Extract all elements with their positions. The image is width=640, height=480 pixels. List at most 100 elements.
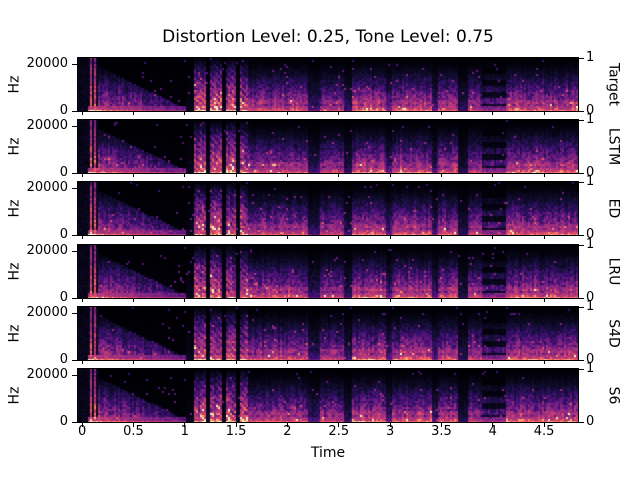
x-tick-mark bbox=[543, 361, 545, 364]
spectrogram-canvas-s6 bbox=[78, 369, 578, 422]
x-tick-mark bbox=[132, 361, 134, 364]
y-tick-mark bbox=[72, 172, 77, 174]
x-tick-mark bbox=[184, 423, 186, 427]
y-tick-label: 20000 bbox=[26, 305, 68, 321]
right-tick-mark bbox=[579, 244, 584, 246]
x-tick-mark bbox=[235, 236, 237, 239]
right-tick-mark bbox=[579, 181, 584, 183]
x-tick-mark bbox=[543, 423, 545, 427]
y-tick-label: 0 bbox=[59, 103, 68, 118]
x-tick-mark bbox=[184, 361, 186, 364]
x-tick-mark bbox=[235, 299, 237, 302]
y-tick-label: 20000 bbox=[26, 180, 68, 196]
right-tick-mark bbox=[579, 57, 584, 59]
y-tick-label: 0 bbox=[59, 352, 68, 367]
x-tick-mark bbox=[338, 236, 340, 239]
x-tick-mark bbox=[132, 174, 134, 177]
spectrogram-canvas-lstm bbox=[78, 120, 578, 173]
x-tick-mark bbox=[338, 174, 340, 177]
y-axis-label: Hz bbox=[6, 262, 23, 280]
x-tick-mark bbox=[543, 174, 545, 177]
x-tick-mark bbox=[235, 112, 237, 115]
y-tick-mark bbox=[72, 297, 77, 299]
x-tick-mark bbox=[132, 423, 134, 427]
x-tick-label: 2.5 bbox=[328, 424, 350, 439]
panel-label-target: Target bbox=[605, 62, 622, 106]
right-tick-label: 1 bbox=[586, 174, 595, 189]
x-tick-mark bbox=[492, 112, 494, 115]
x-tick-mark bbox=[440, 174, 442, 177]
right-tick-mark bbox=[579, 421, 584, 423]
spectrogram-panel-lstm bbox=[77, 119, 579, 174]
spectrogram-panel-lru bbox=[77, 244, 579, 299]
right-tick-label: 1 bbox=[586, 299, 595, 314]
x-tick-mark bbox=[492, 236, 494, 239]
x-tick-mark bbox=[286, 361, 288, 364]
x-tick-label: 3.5 bbox=[431, 424, 452, 439]
right-tick-mark bbox=[579, 119, 584, 121]
x-tick-label: 2 bbox=[283, 424, 292, 439]
right-tick-label: 1 bbox=[586, 237, 595, 252]
spectrogram-canvas-target bbox=[78, 58, 578, 111]
x-tick-mark bbox=[492, 299, 494, 302]
x-tick-mark bbox=[338, 423, 340, 427]
x-tick-mark bbox=[440, 299, 442, 302]
x-tick-mark bbox=[81, 236, 83, 239]
x-tick-mark bbox=[389, 361, 391, 364]
y-tick-mark bbox=[72, 187, 77, 189]
right-tick-label: 0 bbox=[586, 165, 595, 180]
right-tick-label: 0 bbox=[586, 352, 595, 367]
x-tick-mark bbox=[440, 112, 442, 115]
x-tick-mark bbox=[286, 112, 288, 115]
x-tick-mark bbox=[389, 112, 391, 115]
y-axis-label: Hz bbox=[6, 386, 23, 404]
y-tick-mark bbox=[72, 234, 77, 236]
x-tick-mark bbox=[235, 361, 237, 364]
x-tick-label: 1 bbox=[180, 424, 189, 439]
y-axis-label: Hz bbox=[6, 199, 23, 217]
x-tick-mark bbox=[440, 236, 442, 239]
right-tick-mark bbox=[579, 110, 584, 112]
right-tick-mark bbox=[579, 172, 584, 174]
x-tick-mark bbox=[492, 423, 494, 427]
y-tick-mark bbox=[72, 312, 77, 314]
right-tick-label: 1 bbox=[586, 361, 595, 376]
right-tick-mark bbox=[579, 234, 584, 236]
x-tick-mark bbox=[543, 299, 545, 302]
panel-label-lru: LRU bbox=[605, 257, 622, 285]
spectrogram-panel-ed bbox=[77, 181, 579, 236]
x-tick-mark bbox=[543, 112, 545, 115]
spectrogram-canvas-ed bbox=[78, 182, 578, 235]
right-tick-label: 0 bbox=[586, 414, 595, 429]
right-tick-mark bbox=[579, 368, 584, 370]
y-tick-label: 20000 bbox=[26, 243, 68, 259]
x-tick-mark bbox=[440, 423, 442, 427]
x-tick-label: 0 bbox=[77, 424, 87, 439]
x-tick-mark bbox=[389, 299, 391, 302]
spectrogram-panel-s4d bbox=[77, 306, 579, 361]
x-tick-mark bbox=[81, 174, 83, 177]
right-tick-label: 1 bbox=[586, 112, 595, 127]
y-tick-mark bbox=[72, 63, 77, 65]
y-tick-mark bbox=[72, 110, 77, 112]
x-tick-label: 3 bbox=[385, 424, 395, 439]
x-tick-mark bbox=[286, 423, 288, 427]
panel-label-s4d: S4D bbox=[605, 318, 622, 348]
spectrogram-canvas-lru bbox=[78, 245, 578, 298]
x-axis-label: Time bbox=[310, 445, 346, 461]
x-tick-mark bbox=[440, 361, 442, 364]
y-tick-label: 0 bbox=[59, 227, 68, 242]
x-tick-mark bbox=[81, 361, 83, 364]
x-tick-mark bbox=[286, 236, 288, 239]
x-tick-mark bbox=[184, 112, 186, 115]
y-tick-label: 0 bbox=[59, 414, 68, 429]
x-tick-mark bbox=[81, 299, 83, 302]
x-tick-label: 4.5 bbox=[533, 424, 555, 439]
right-tick-label: 0 bbox=[586, 227, 595, 242]
x-tick-mark bbox=[286, 299, 288, 302]
x-tick-mark bbox=[338, 112, 340, 115]
x-tick-mark bbox=[543, 236, 545, 239]
x-tick-mark bbox=[492, 361, 494, 364]
x-tick-mark bbox=[81, 423, 83, 427]
